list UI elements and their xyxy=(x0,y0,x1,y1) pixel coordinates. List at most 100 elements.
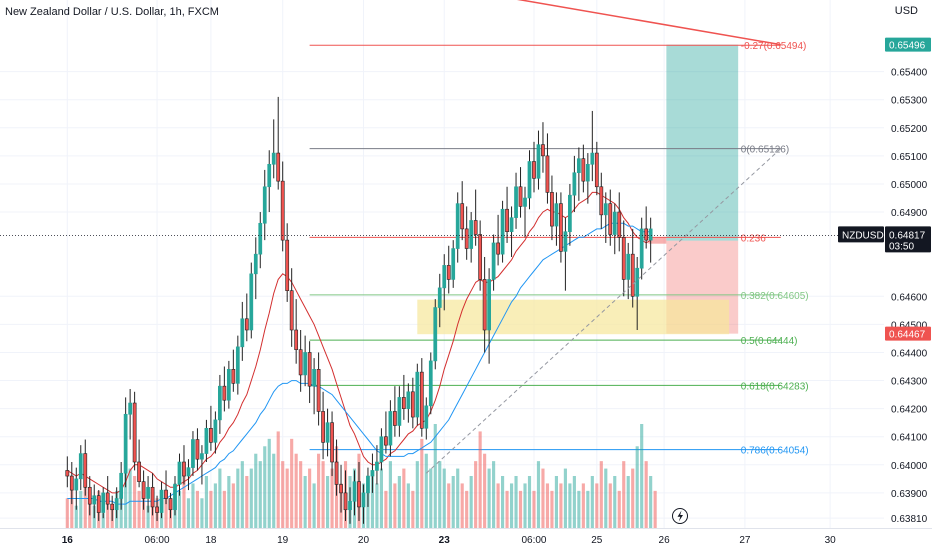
time-tick-label: 06:00 xyxy=(521,535,546,546)
candle-body xyxy=(442,265,447,289)
volume-bar xyxy=(285,468,289,528)
candle-body xyxy=(415,371,420,418)
candle-body xyxy=(262,186,267,224)
candle-body xyxy=(568,194,572,233)
volume-bar xyxy=(393,483,397,528)
volume-bar xyxy=(509,483,514,528)
candle-body xyxy=(235,346,240,384)
volume-bar xyxy=(501,476,505,528)
time-tick-label: 20 xyxy=(358,535,370,546)
candle-body xyxy=(132,402,137,463)
time-tick-label: 27 xyxy=(739,535,751,546)
volume-bar xyxy=(200,498,204,528)
time-axis-panel[interactable] xyxy=(0,528,884,550)
price-tick-label: 0.64200 xyxy=(891,405,928,416)
volume-bar xyxy=(366,490,370,528)
countdown-label: 03:50 xyxy=(889,241,914,252)
price-tick-label: 0.64500 xyxy=(891,320,928,331)
volume-bar xyxy=(433,424,437,528)
volume-bar xyxy=(572,476,576,528)
candle-body xyxy=(514,186,518,218)
volume-bar xyxy=(550,490,554,528)
volume-bar xyxy=(429,468,433,528)
price-axis[interactable]: 0.65400 0.65300 0.65200 0.65100 0.65000 0.649… xyxy=(891,68,928,526)
volume-bar xyxy=(106,498,110,528)
candle-body xyxy=(276,152,281,182)
volume-bar xyxy=(204,476,208,528)
volume-bar xyxy=(586,490,590,528)
candle-body xyxy=(195,439,200,460)
price-tick-label: 0.64300 xyxy=(891,377,928,388)
candle-body xyxy=(464,228,469,249)
price-tick-label: 0.64400 xyxy=(891,348,928,359)
price-tick-label: 0.65000 xyxy=(891,180,928,191)
replay-lightning-icon[interactable] xyxy=(672,508,688,524)
take-profit-zone xyxy=(666,44,739,241)
volume-bar xyxy=(290,438,294,528)
candle-body xyxy=(473,220,478,235)
candle-body xyxy=(204,427,209,454)
volume-bar xyxy=(370,476,375,528)
volume-bar xyxy=(65,498,69,528)
candle-body xyxy=(648,228,653,241)
volume-bar xyxy=(653,490,657,528)
time-axis[interactable]: 16 06:00 18 19 20 23 06:00 25 26 27 30 xyxy=(62,535,836,546)
candle-body xyxy=(644,228,649,241)
candle-body xyxy=(572,172,577,196)
candle-body xyxy=(244,318,249,331)
candle-body xyxy=(96,495,101,513)
candlesticks xyxy=(65,96,653,524)
price-axis-panel[interactable] xyxy=(884,0,932,550)
candle-body xyxy=(384,436,388,446)
candle-body xyxy=(249,273,254,331)
volume-bar xyxy=(299,461,303,528)
candle-body xyxy=(406,391,411,409)
time-tick-label: 26 xyxy=(659,535,671,546)
volume-bar xyxy=(312,483,316,528)
candle-body xyxy=(608,203,613,235)
price-tick-label: 0.65400 xyxy=(891,68,928,79)
volume-bar xyxy=(492,461,496,528)
volume-bar xyxy=(483,453,487,528)
candle-body xyxy=(123,413,128,474)
volume-bar xyxy=(397,476,401,528)
candle-body xyxy=(92,495,97,505)
volume-bar xyxy=(438,461,442,528)
candle-body xyxy=(316,369,321,412)
fibonacci-retracement[interactable]: -0.27(0.65494) 0(0.65126) 0.236 0.382(0.646… xyxy=(309,41,809,457)
volume-bar xyxy=(79,490,83,528)
candle-body xyxy=(419,371,424,429)
candle-body xyxy=(451,248,456,280)
candle-body xyxy=(87,486,92,505)
demand-zone xyxy=(417,299,730,335)
volume-bar xyxy=(142,498,146,528)
candle-body xyxy=(348,501,352,511)
candle-body xyxy=(150,486,155,508)
volume-bar xyxy=(478,431,482,528)
volume-bar xyxy=(496,483,500,528)
candle-body xyxy=(639,228,644,269)
candle-body xyxy=(110,503,115,511)
volume-bar xyxy=(231,483,235,528)
candle-body xyxy=(635,267,640,297)
volume-bar xyxy=(577,490,581,528)
price-tick-label: 0.64000 xyxy=(891,461,928,472)
volume-bar xyxy=(536,461,541,528)
trend-lines[interactable] xyxy=(0,0,884,474)
candle-body xyxy=(460,203,465,230)
candle-body xyxy=(213,419,218,443)
candle-body xyxy=(518,186,523,207)
volume-bar xyxy=(213,483,217,528)
volume-bar xyxy=(258,461,262,528)
fib-level-label: 0.236 xyxy=(741,233,766,244)
volume-bar xyxy=(222,490,226,528)
volume-bar xyxy=(604,468,608,528)
volume-bar xyxy=(164,490,168,528)
volume-bar xyxy=(424,453,428,528)
candle-body xyxy=(285,239,290,291)
volume-bar xyxy=(447,483,451,528)
fib-level-label: 0.5(0.64444) xyxy=(741,336,798,347)
